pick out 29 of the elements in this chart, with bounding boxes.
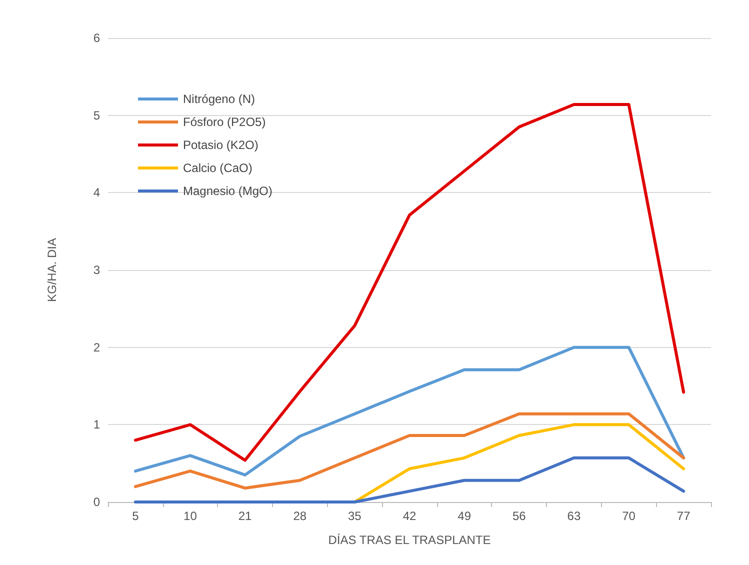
x-tick-label: 35 xyxy=(348,509,362,523)
y-tick-label: 1 xyxy=(93,418,100,432)
legend-label: Nitrógeno (N) xyxy=(183,92,256,106)
x-tick-label: 77 xyxy=(676,509,691,523)
x-tick-label: 5 xyxy=(132,509,140,523)
line-series xyxy=(134,456,686,504)
legend-label: Magnesio (MgO) xyxy=(183,184,272,198)
legend-label: Calcio (CaO) xyxy=(183,161,252,175)
x-tick-label: 21 xyxy=(238,509,252,523)
legend-label: Potasio (K2O) xyxy=(183,138,258,152)
y-tick-label: 4 xyxy=(93,186,100,200)
x-tick-label: 70 xyxy=(622,509,636,523)
y-tick-label: 5 xyxy=(93,108,100,122)
y-tick-label: 6 xyxy=(93,31,100,45)
y-tick-label: 2 xyxy=(93,340,100,354)
legend-label: Fósforo (P2O5) xyxy=(183,115,266,129)
x-tick-label: 49 xyxy=(458,509,472,523)
line-series xyxy=(134,346,686,476)
x-tick-label: 10 xyxy=(184,509,198,523)
x-tick-label: 63 xyxy=(567,509,581,523)
y-axis-title: KG/HA. DIA xyxy=(45,238,59,302)
y-tick-label: 3 xyxy=(93,263,100,277)
line-series xyxy=(134,412,686,490)
x-tick-label: 28 xyxy=(293,509,307,523)
x-tick-label: 42 xyxy=(402,509,416,523)
x-axis-title: DÍAS TRAS EL TRASPLANTE xyxy=(328,533,491,547)
y-tick-label: 0 xyxy=(93,495,100,509)
x-tick-label: 56 xyxy=(512,509,526,523)
line-series xyxy=(353,423,686,504)
